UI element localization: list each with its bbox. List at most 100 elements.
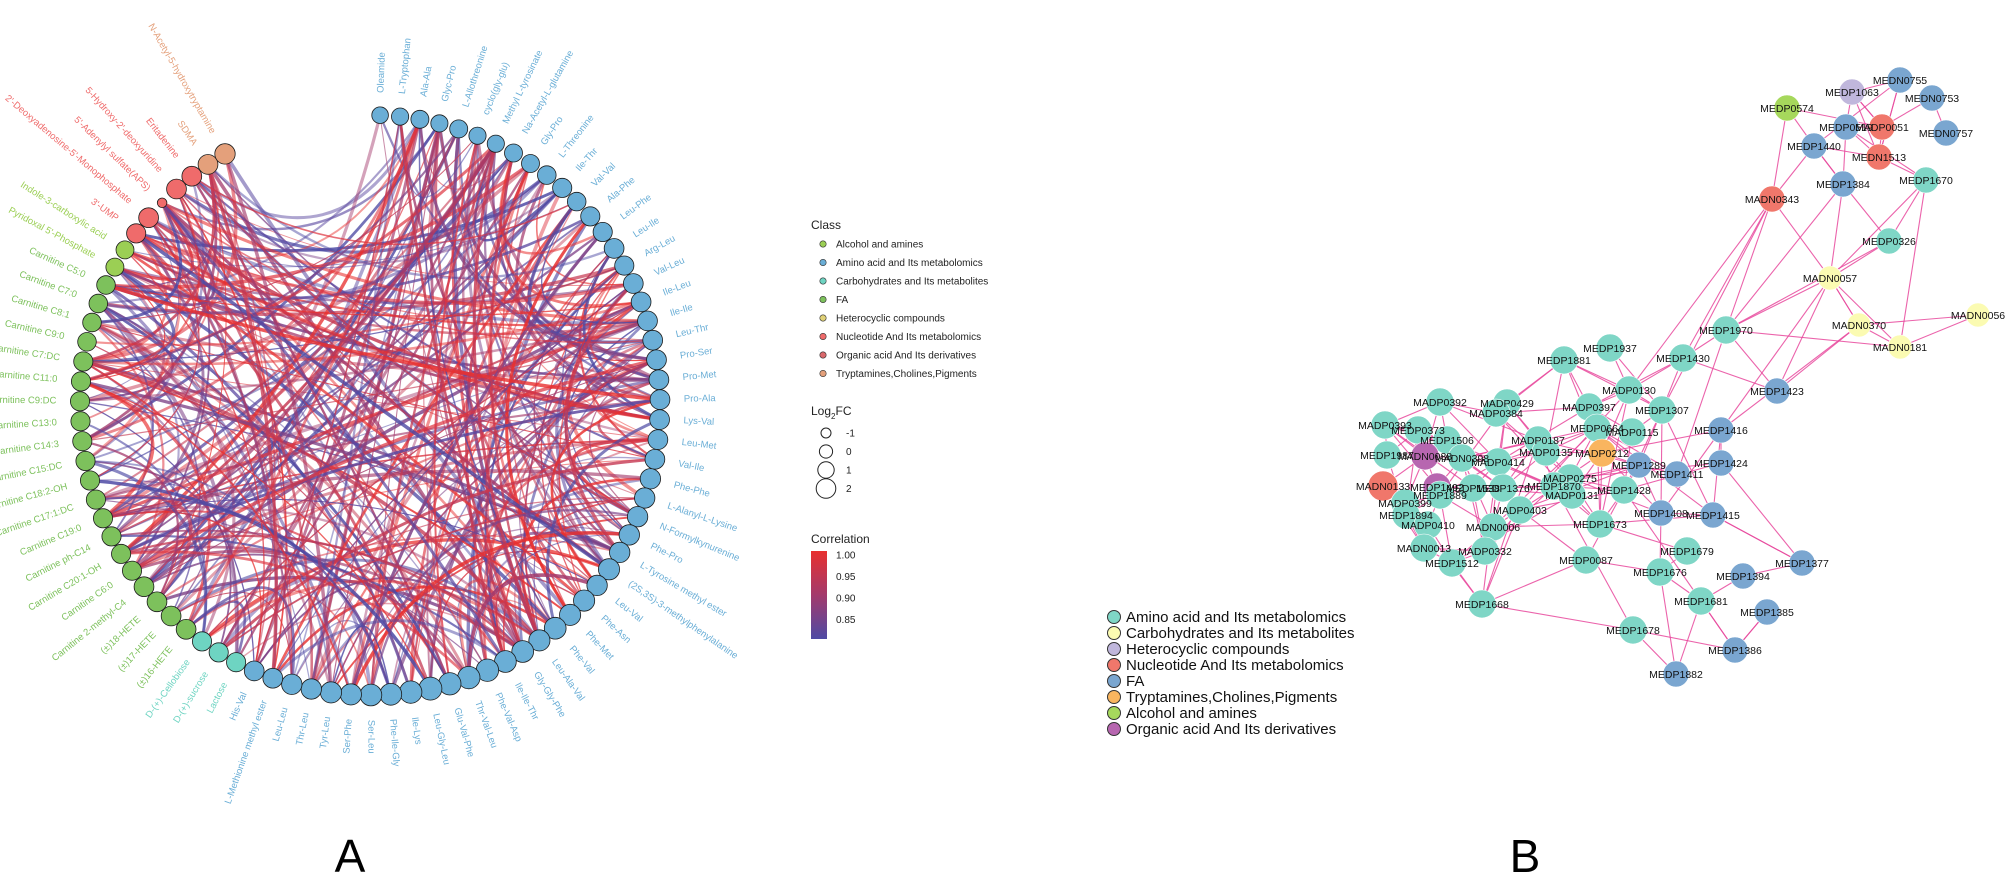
- metabolite-node[interactable]: [300, 678, 322, 700]
- metabolite-node[interactable]: [586, 574, 608, 597]
- metabolite-node[interactable]: [559, 603, 582, 626]
- metabolite-node[interactable]: [281, 673, 303, 695]
- metabolite-node[interactable]: [379, 682, 403, 706]
- network-node[interactable]: [1832, 113, 1860, 141]
- metabolite-node[interactable]: [122, 560, 143, 581]
- network-node[interactable]: [1571, 545, 1601, 575]
- network-node[interactable]: [1505, 495, 1535, 525]
- metabolite-node[interactable]: [521, 154, 540, 173]
- metabolite-node[interactable]: [609, 541, 631, 564]
- metabolite-node[interactable]: [115, 240, 135, 260]
- network-node[interactable]: [1788, 549, 1816, 577]
- metabolite-node[interactable]: [399, 680, 423, 704]
- metabolite-node[interactable]: [133, 576, 155, 597]
- network-node[interactable]: [1758, 185, 1786, 213]
- network-node[interactable]: [1912, 166, 1940, 194]
- network-node[interactable]: [1425, 480, 1455, 510]
- metabolite-node[interactable]: [111, 543, 132, 564]
- metabolite-node[interactable]: [642, 329, 663, 351]
- metabolite-node[interactable]: [537, 165, 557, 185]
- metabolite-node[interactable]: [644, 448, 666, 470]
- network-node[interactable]: [1868, 113, 1896, 141]
- metabolite-node[interactable]: [639, 468, 662, 490]
- metabolite-node[interactable]: [543, 616, 567, 640]
- network-node[interactable]: [1609, 475, 1639, 505]
- metabolite-node[interactable]: [418, 676, 443, 701]
- metabolite-node[interactable]: [630, 291, 652, 313]
- metabolite-node[interactable]: [82, 312, 102, 333]
- metabolite-node[interactable]: [371, 106, 389, 124]
- metabolite-node[interactable]: [80, 470, 101, 491]
- metabolite-node[interactable]: [156, 197, 168, 209]
- metabolite-node[interactable]: [146, 591, 168, 613]
- metabolite-node[interactable]: [552, 177, 573, 198]
- network-node[interactable]: [1370, 410, 1400, 440]
- metabolite-node[interactable]: [598, 558, 621, 581]
- network-node[interactable]: [1721, 636, 1749, 664]
- metabolite-node[interactable]: [359, 683, 383, 707]
- network-node[interactable]: [1753, 598, 1781, 626]
- network-node[interactable]: [1470, 536, 1500, 566]
- metabolite-node[interactable]: [214, 143, 236, 165]
- network-node[interactable]: [1773, 94, 1801, 122]
- network-node[interactable]: [1707, 449, 1735, 477]
- network-node[interactable]: [1663, 460, 1691, 488]
- metabolite-node[interactable]: [175, 618, 197, 640]
- metabolite-node[interactable]: [191, 631, 212, 652]
- network-node[interactable]: [1531, 437, 1561, 467]
- metabolite-node[interactable]: [70, 411, 91, 432]
- metabolite-node[interactable]: [634, 487, 656, 509]
- metabolite-node[interactable]: [573, 589, 596, 612]
- metabolite-node[interactable]: [504, 143, 523, 163]
- metabolite-node[interactable]: [618, 524, 640, 546]
- network-node[interactable]: [1763, 377, 1791, 405]
- network-node[interactable]: [1625, 451, 1653, 479]
- metabolite-node[interactable]: [511, 640, 535, 663]
- metabolite-node[interactable]: [580, 206, 601, 227]
- metabolite-node[interactable]: [96, 275, 116, 295]
- network-node[interactable]: [1409, 533, 1439, 563]
- network-node[interactable]: [1886, 66, 1914, 94]
- metabolite-node[interactable]: [262, 667, 284, 689]
- network-node[interactable]: [1425, 387, 1455, 417]
- metabolite-node[interactable]: [391, 107, 410, 126]
- metabolite-node[interactable]: [430, 114, 449, 133]
- network-node[interactable]: [1557, 480, 1587, 510]
- metabolite-node[interactable]: [105, 257, 125, 277]
- network-node[interactable]: [1672, 536, 1702, 566]
- metabolite-node[interactable]: [468, 126, 487, 145]
- metabolite-node[interactable]: [138, 207, 159, 229]
- network-node[interactable]: [1447, 443, 1477, 473]
- network-node[interactable]: [1467, 589, 1497, 619]
- metabolite-node[interactable]: [319, 681, 342, 704]
- network-node[interactable]: [1617, 417, 1647, 447]
- metabolite-node[interactable]: [197, 154, 219, 175]
- metabolite-node[interactable]: [649, 409, 670, 430]
- metabolite-node[interactable]: [126, 223, 147, 244]
- network-node[interactable]: [1372, 440, 1402, 470]
- network-node[interactable]: [1645, 557, 1675, 587]
- network-node[interactable]: [1707, 416, 1735, 444]
- network-node[interactable]: [1887, 334, 1913, 360]
- network-node[interactable]: [1817, 265, 1843, 291]
- network-node[interactable]: [1686, 586, 1716, 616]
- network-node[interactable]: [1587, 438, 1617, 468]
- metabolite-node[interactable]: [486, 134, 505, 153]
- network-node[interactable]: [1668, 343, 1698, 373]
- metabolite-node[interactable]: [77, 332, 97, 352]
- metabolite-node[interactable]: [160, 605, 182, 627]
- network-node[interactable]: [1549, 345, 1579, 375]
- network-node[interactable]: [1458, 473, 1488, 503]
- metabolite-node[interactable]: [438, 672, 462, 696]
- network-node[interactable]: [1829, 170, 1857, 198]
- network-node[interactable]: [1865, 143, 1893, 171]
- metabolite-node[interactable]: [614, 255, 635, 276]
- metabolite-node[interactable]: [603, 238, 625, 259]
- network-node[interactable]: [1846, 312, 1872, 338]
- network-node[interactable]: [1647, 499, 1675, 527]
- network-node[interactable]: [1662, 660, 1690, 688]
- network-node[interactable]: [1875, 227, 1903, 255]
- network-node[interactable]: [1729, 562, 1757, 590]
- metabolite-node[interactable]: [339, 683, 362, 706]
- metabolite-node[interactable]: [71, 371, 92, 392]
